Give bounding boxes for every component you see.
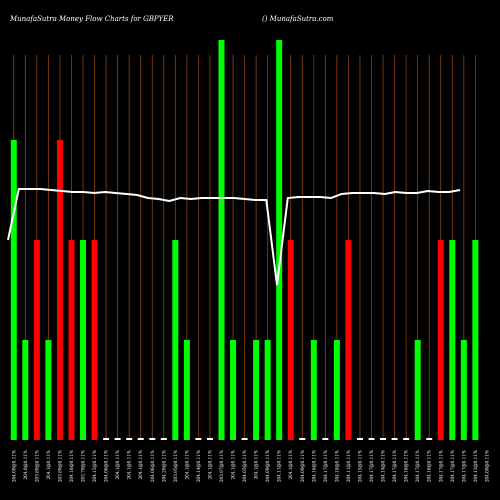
bar (137, 438, 144, 440)
bar (472, 240, 479, 440)
bar (241, 438, 248, 440)
x-tick-label: 204.1@0.11% (288, 450, 293, 479)
bar (56, 140, 63, 440)
bar (22, 340, 29, 440)
x-tick-label: 203.89@0.11% (34, 450, 39, 482)
bar (437, 240, 444, 440)
x-tick-label: 204.1@0.11% (184, 450, 189, 479)
bar (218, 40, 225, 440)
x-tick-label: 204.16@0.11% (311, 450, 316, 482)
x-tick-label: 204.11@0.11% (346, 450, 351, 482)
bar (114, 438, 121, 440)
bar (45, 340, 52, 440)
bar (391, 438, 398, 440)
x-tick-label: 204.09@0.11% (300, 450, 305, 482)
bar (380, 438, 387, 440)
bar (230, 340, 237, 440)
bar (299, 438, 306, 440)
chart-title: MunafaSutra Money Flow Charts for GBPYER (9, 15, 174, 23)
x-tick-label: 204.09@0.11% (265, 450, 270, 482)
x-tick-label: 204.29@0.11% (161, 450, 166, 482)
x-tick-label: 204.18@0.11% (334, 450, 339, 482)
x-tick-label: 204.06@0.11% (104, 450, 109, 482)
x-tick-label: 204.1@0.11% (127, 450, 132, 479)
x-tick-label: 204.11@0.11% (277, 450, 282, 482)
x-tick-label: 203.79@0.11% (81, 450, 86, 482)
bar (160, 438, 167, 440)
x-tick-label: 204.05@0.11% (242, 450, 247, 482)
x-tick-label: 204.15@0.11% (92, 450, 97, 482)
x-tick-label: 204.16@0.11% (404, 450, 409, 482)
x-tick-label: 204.15@0.11% (357, 450, 362, 482)
x-tick-label: 204.1@0.11% (207, 450, 212, 479)
x-tick-label: 204.17@0.11% (461, 450, 466, 482)
chart-subtitle: () MunafaSutra.com (262, 15, 334, 23)
bar (356, 438, 363, 440)
bar (172, 240, 179, 440)
x-tick-labels: 204.09@0.11% 204.0@0.11% 203.89@0.11% 204.1… (11, 450, 489, 482)
bar (149, 438, 156, 440)
x-tick-label: 204.1@0.11% (115, 450, 120, 479)
bar (287, 240, 294, 440)
bar (449, 240, 456, 440)
x-tick-label: 204.09@0.11% (484, 450, 489, 482)
bar (126, 438, 133, 440)
x-tick-label: 203.89@0.11% (57, 450, 62, 482)
bar (276, 40, 283, 440)
bar (80, 240, 87, 440)
x-tick-label: 204.17@0.11% (323, 450, 328, 482)
bar (403, 438, 410, 440)
bar (460, 340, 467, 440)
x-tick-label: 204.16@0.11% (69, 450, 74, 482)
bar (345, 240, 352, 440)
x-tick-label: 204.1@0.11% (254, 450, 259, 479)
x-tick-label: 204.16@0.11% (427, 450, 432, 482)
bar (310, 340, 317, 440)
x-tick-label: 204.17@0.11% (415, 450, 420, 482)
x-tick-label: 204.17@0.11% (369, 450, 374, 482)
money-flow-line (7, 188, 461, 286)
bar (10, 140, 17, 440)
x-tick-label: 204.17@0.11% (450, 450, 455, 482)
bar (33, 240, 40, 440)
x-tick-label: 204.09@0.11% (11, 450, 16, 482)
x-tick-label: 204.13@0.11% (473, 450, 478, 482)
bar (91, 240, 98, 440)
bar (333, 340, 340, 440)
bar (183, 340, 190, 440)
x-tick-label: 204.17@0.11% (438, 450, 443, 482)
x-tick-label: 204.06@0.11% (150, 450, 155, 482)
x-tick-label: 203.97@0.11% (219, 450, 224, 482)
bar (195, 438, 202, 440)
bar (103, 438, 110, 440)
bar (253, 340, 260, 440)
x-tick-label: 204.14@0.11% (381, 450, 386, 482)
x-tick-label: 204.1@0.11% (231, 450, 236, 479)
bar (426, 438, 433, 440)
x-tick-label: 204.0@0.11% (23, 450, 28, 479)
money-flow-line-group (7, 188, 461, 286)
bar (322, 438, 329, 440)
x-tick-label: 204.14@0.11% (196, 450, 201, 482)
bar (264, 340, 271, 440)
bar (368, 438, 375, 440)
x-tick-label: 204.17@0.11% (392, 450, 397, 482)
bar (414, 340, 421, 440)
x-tick-label: 204.1@0.11% (138, 450, 143, 479)
x-tick-label: 204.1@0.11% (46, 450, 51, 479)
bars (10, 40, 479, 440)
bar (206, 438, 213, 440)
bar (68, 240, 75, 440)
x-tick-label: 203.95@0.11% (173, 450, 178, 482)
